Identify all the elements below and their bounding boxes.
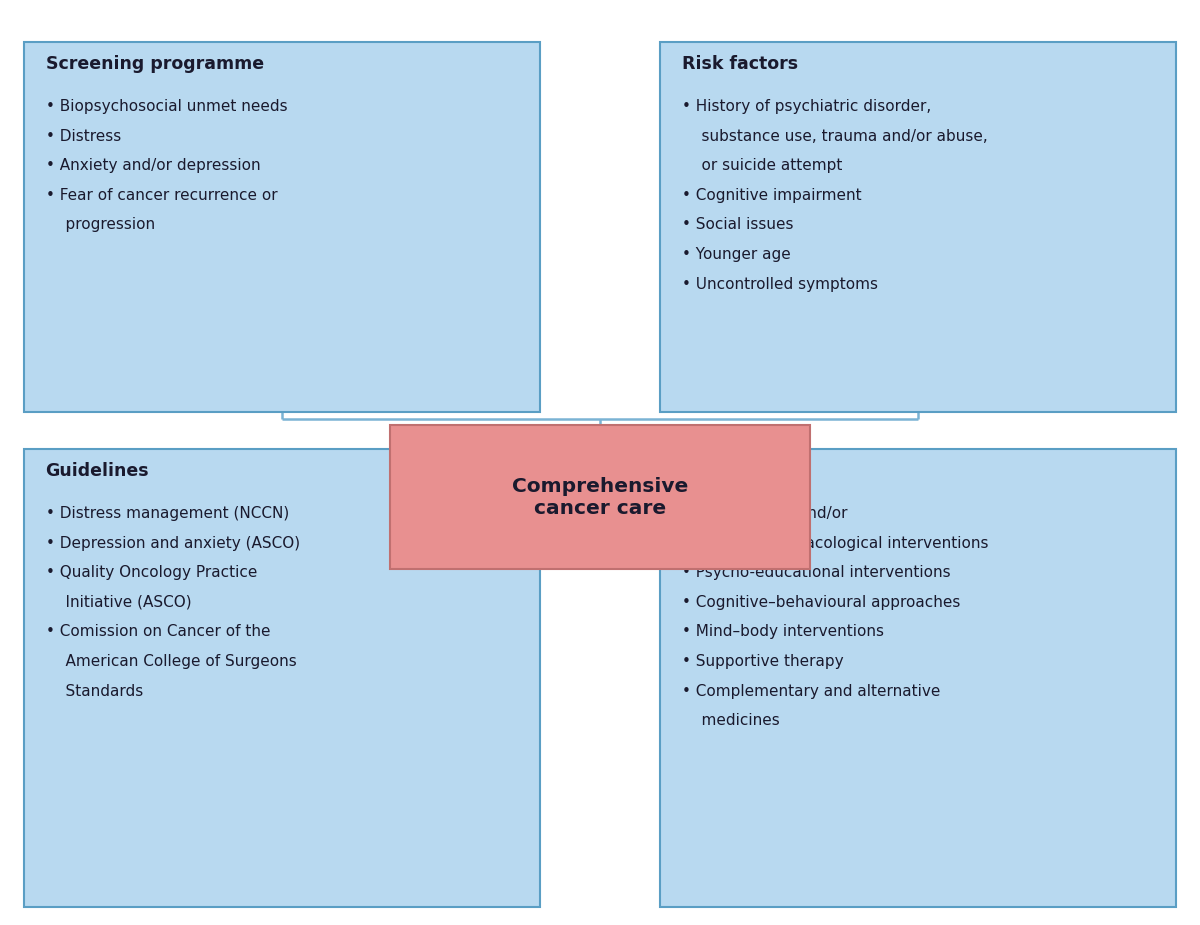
Text: Screening programme: Screening programme <box>46 55 264 72</box>
Text: • Biopsychosocial unmet needs: • Biopsychosocial unmet needs <box>46 99 287 114</box>
Text: • Mind–body interventions: • Mind–body interventions <box>682 624 883 639</box>
Text: Risk factors: Risk factors <box>682 55 798 72</box>
Text: • Fear of cancer recurrence or: • Fear of cancer recurrence or <box>46 188 277 203</box>
Text: • Supportive therapy: • Supportive therapy <box>682 654 844 669</box>
Text: or suicide attempt: or suicide attempt <box>682 158 842 173</box>
Text: • Social issues: • Social issues <box>682 217 793 232</box>
Text: • Anxiety and/or depression: • Anxiety and/or depression <box>46 158 260 173</box>
Text: • Psychosocial and/or: • Psychosocial and/or <box>682 506 847 521</box>
Text: • Cognitive impairment: • Cognitive impairment <box>682 188 862 203</box>
FancyBboxPatch shape <box>660 42 1176 412</box>
Text: • Depression and anxiety (ASCO): • Depression and anxiety (ASCO) <box>46 536 300 550</box>
Text: • Distress management (NCCN): • Distress management (NCCN) <box>46 506 289 521</box>
Text: • Complementary and alternative: • Complementary and alternative <box>682 684 940 698</box>
Text: Comprehensive
cancer care: Comprehensive cancer care <box>512 476 688 518</box>
Text: • Younger age: • Younger age <box>682 247 791 262</box>
Text: • Psycho-educational interventions: • Psycho-educational interventions <box>682 565 950 580</box>
FancyBboxPatch shape <box>24 449 540 906</box>
Text: • Quality Oncology Practice: • Quality Oncology Practice <box>46 565 257 580</box>
Text: • Uncontrolled symptoms: • Uncontrolled symptoms <box>682 277 877 291</box>
Text: Initiative (ASCO): Initiative (ASCO) <box>46 595 191 610</box>
Text: substance use, trauma and/or abuse,: substance use, trauma and/or abuse, <box>682 129 988 143</box>
Text: American College of Surgeons: American College of Surgeons <box>46 654 296 669</box>
Text: • History of psychiatric disorder,: • History of psychiatric disorder, <box>682 99 931 114</box>
Text: • Comission on Cancer of the: • Comission on Cancer of the <box>46 624 270 639</box>
FancyBboxPatch shape <box>24 42 540 412</box>
Text: Management: Management <box>682 462 810 479</box>
Text: psychopharmacological interventions: psychopharmacological interventions <box>682 536 988 550</box>
Text: Guidelines: Guidelines <box>46 462 149 479</box>
FancyBboxPatch shape <box>660 449 1176 906</box>
Text: progression: progression <box>46 217 155 232</box>
FancyBboxPatch shape <box>390 426 810 569</box>
Text: • Distress: • Distress <box>46 129 121 143</box>
Text: Standards: Standards <box>46 684 143 698</box>
Text: medicines: medicines <box>682 713 779 728</box>
Text: • Cognitive–behavioural approaches: • Cognitive–behavioural approaches <box>682 595 960 610</box>
